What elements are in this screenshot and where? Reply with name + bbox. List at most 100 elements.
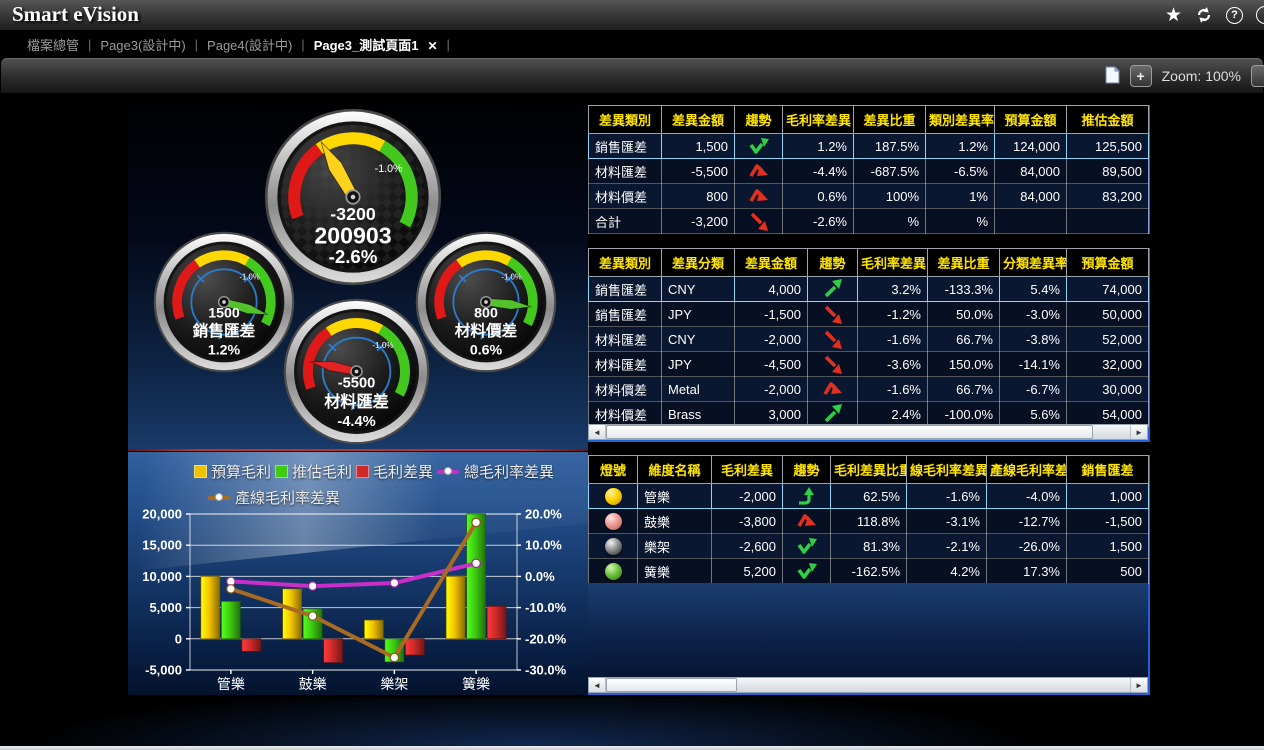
table-cell: 83,200 xyxy=(1066,183,1149,209)
zoom-in-button[interactable]: + xyxy=(1129,65,1152,87)
partial-icon[interactable] xyxy=(1256,6,1264,24)
column-header[interactable]: 毛利差異 xyxy=(711,455,783,484)
bar-budget xyxy=(282,588,302,640)
tables-panel: 差異類別 差異金額 趨勢 毛利率差異 差異比重 類別差異率 預算金額 推估金額 銷售匯差 1,50… xyxy=(588,93,1150,695)
column-header[interactable]: 推估金額 xyxy=(1066,105,1149,134)
column-header[interactable]: 線毛利率差異 xyxy=(906,455,987,484)
gauge-material-fx-variance[interactable]: -1.0% -5500 材料匯差 -4.4% xyxy=(283,298,430,445)
table-cell: 合計 xyxy=(588,208,662,234)
table-row[interactable]: 材料匯差 JPY -4,500 -3.6% 150.0% -14.1% 32,000 xyxy=(588,351,1149,377)
table-row[interactable]: 材料價差 Brass 3,000 2.4% -100.0% 5.6% 54,000 xyxy=(588,401,1149,427)
table-cell xyxy=(734,208,783,234)
table-row[interactable]: 鼓樂 -3,800 118.8% -3.1% -12.7% -1,500 xyxy=(588,508,1149,534)
column-header[interactable]: 產線毛利率差異 xyxy=(986,455,1067,484)
column-header[interactable]: 毛利差異比重 xyxy=(830,455,907,484)
column-header[interactable]: 差異比重 xyxy=(927,248,1000,277)
table-cell: -3,800 xyxy=(711,508,783,534)
table-row[interactable]: 銷售匯差 1,500 1.2% 187.5% 1.2% 124,000 125,500 xyxy=(588,133,1149,159)
right-axis-tick: 10.0% xyxy=(525,538,562,553)
horizontal-scrollbar[interactable]: ◄ ► xyxy=(588,424,1148,440)
legend-row: 產線毛利率差異 xyxy=(208,487,558,508)
trend-down-icon xyxy=(824,355,842,374)
profit-combo-chart[interactable]: 20,000 20.0% 15,000 10.0% 10,000 0.0% 5,000 -10… xyxy=(128,500,588,695)
tab-close-icon[interactable]: ✕ xyxy=(427,39,438,53)
table-cell: -1.2% xyxy=(857,301,928,327)
table-cell: 1% xyxy=(925,183,995,209)
column-header[interactable]: 預算金額 xyxy=(994,105,1067,134)
table-cell: % xyxy=(925,208,995,234)
table-cell: -2,000 xyxy=(734,376,808,402)
scroll-right-arrow[interactable]: ► xyxy=(1130,678,1147,692)
horizontal-scrollbar[interactable]: ◄ ► xyxy=(588,677,1148,693)
tab-3[interactable]: Page4(設計中) xyxy=(207,38,293,53)
column-header[interactable]: 毛利率差異 xyxy=(857,248,928,277)
table-row[interactable]: 銷售匯差 JPY -1,500 -1.2% 50.0% -3.0% 50,000 xyxy=(588,301,1149,327)
table-cell: 5.6% xyxy=(999,401,1067,427)
table-cell xyxy=(782,483,831,509)
scrollbar-track[interactable] xyxy=(606,678,1130,692)
scrollbar-thumb[interactable] xyxy=(606,678,737,692)
help-icon[interactable]: ? xyxy=(1226,6,1243,24)
table-row[interactable]: 管樂 -2,000 62.5% -1.6% -4.0% 1,000 xyxy=(588,483,1149,509)
left-axis-tick: -5,000 xyxy=(145,663,182,678)
bar-variance xyxy=(241,638,262,652)
table-row[interactable]: 材料價差 800 0.6% 100% 1% 84,000 83,200 xyxy=(588,183,1149,209)
column-header[interactable]: 分類差異率 xyxy=(999,248,1067,277)
right-axis-tick: 0.0% xyxy=(525,569,555,584)
scroll-left-arrow[interactable]: ◄ xyxy=(589,678,606,692)
table-row[interactable]: 材料匯差 -5,500 -4.4% -687.5% -6.5% 84,000 89,500 xyxy=(588,158,1149,184)
column-header[interactable]: 預算金額 xyxy=(1066,248,1149,277)
column-header[interactable]: 差異分類 xyxy=(661,248,735,277)
gauge-sales-fx-variance[interactable]: -1.0% 1500 銷售匯差 1.2% xyxy=(153,231,295,373)
table-row[interactable]: 樂架 -2,600 81.3% -2.1% -26.0% 1,500 xyxy=(588,533,1149,559)
legend-line-icon xyxy=(437,467,460,475)
trend-down-icon xyxy=(824,330,842,349)
scrollbar-track[interactable] xyxy=(606,425,1130,439)
table-cell: 銷售匯差 xyxy=(588,133,662,159)
tab-2[interactable]: Page3(設計中) xyxy=(100,38,186,53)
gauge-total[interactable]: -1.0% -3200 200903 -2.6% xyxy=(264,108,442,286)
scroll-right-arrow[interactable]: ► xyxy=(1130,425,1147,439)
table-cell xyxy=(807,276,858,302)
document-icon[interactable] xyxy=(1105,65,1120,87)
gauge-threshold-label: -1.0% xyxy=(239,272,259,281)
column-header[interactable]: 銷售匯差 xyxy=(1066,455,1149,484)
table-cell: -100.0% xyxy=(927,401,1000,427)
table-row[interactable]: 材料匯差 CNY -2,000 -1.6% 66.7% -3.8% 52,000 xyxy=(588,326,1149,352)
table-cell: -3.0% xyxy=(999,301,1067,327)
scrollbar-thumb[interactable] xyxy=(606,425,1094,439)
table-cell xyxy=(807,401,858,427)
scroll-left-arrow[interactable]: ◄ xyxy=(589,425,606,439)
trend-up-icon xyxy=(824,404,842,423)
table-cell xyxy=(782,558,831,584)
column-header[interactable]: 差異類別 xyxy=(588,248,662,277)
table-cell: 管樂 xyxy=(637,483,712,509)
column-header[interactable]: 差異金額 xyxy=(661,105,735,134)
table-row[interactable]: 合計 -3,200 -2.6%%% xyxy=(588,208,1149,234)
gauge-material-price-variance[interactable]: -1.0% 800 材料價差 0.6% xyxy=(415,231,557,373)
bar-estimated xyxy=(221,601,241,640)
column-header[interactable]: 燈號 xyxy=(588,455,638,484)
table-cell: -2.6% xyxy=(782,208,854,234)
column-header[interactable]: 差異比重 xyxy=(853,105,926,134)
table-cell: 17.3% xyxy=(986,558,1067,584)
table-row[interactable]: 簧樂 5,200 -162.5% 4.2% 17.3% 500 xyxy=(588,558,1149,584)
table-row[interactable]: 材料價差 Metal -2,000 -1.6% 66.7% -6.7% 30,000 xyxy=(588,376,1149,402)
tab-4[interactable]: Page3_測試頁面1 ✕ xyxy=(313,38,438,53)
zoom-out-button-partial[interactable] xyxy=(1251,65,1264,87)
table-row[interactable]: 銷售匯差 CNY 4,000 3.2% -133.3% 5.4% 74,000 xyxy=(588,276,1149,302)
column-header[interactable]: 差異金額 xyxy=(734,248,808,277)
gauge-threshold-label: -1.0% xyxy=(375,163,403,175)
column-header[interactable]: 類別差異率 xyxy=(925,105,995,134)
column-header[interactable]: 趨勢 xyxy=(782,455,831,484)
column-header[interactable]: 趨勢 xyxy=(734,105,783,134)
favorite-icon[interactable]: ★ xyxy=(1164,4,1182,26)
column-header[interactable]: 毛利率差異 xyxy=(782,105,854,134)
column-header[interactable]: 趨勢 xyxy=(807,248,858,277)
refresh-icon[interactable] xyxy=(1195,6,1213,24)
legend-item-estimated: 推估毛利 xyxy=(275,461,352,482)
column-header[interactable]: 差異類別 xyxy=(588,105,662,134)
table-cell: 1,000 xyxy=(1066,483,1149,509)
tab-1[interactable]: 檔案總管 xyxy=(27,38,80,53)
column-header[interactable]: 維度名稱 xyxy=(637,455,712,484)
